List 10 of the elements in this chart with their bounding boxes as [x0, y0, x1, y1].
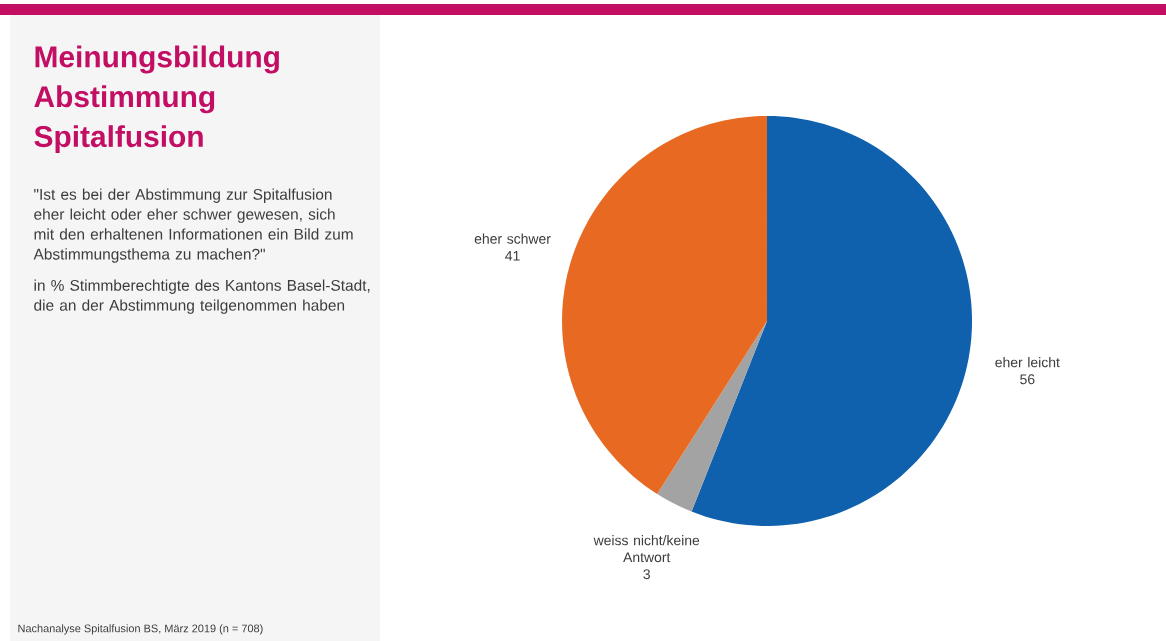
data-label: 3 [643, 569, 650, 580]
text: Nachanalyse Spitalfusion BS, März 2019 (n = 708) [18, 624, 263, 635]
slice-label: eher schwer [474, 233, 551, 244]
text: Meinungsbildung Abstimmung Spitalfusion [34, 45, 279, 154]
text: in % Stimmberechtigte des Kantons Basel-Stadt, die an der Abstimmung teilgenommen haben [34, 279, 370, 314]
text: "Ist es bei der Abstimmung zur Spitalfusion eher leicht oder eher schwer gewesen, sich mit den erhaltenen Informationen ein Bild zum Abstimmungsthema zu machen?" [33, 188, 353, 263]
slice-label: weiss nicht/keine Antwort [593, 535, 700, 563]
data-label: 41 [505, 250, 520, 261]
data-label: 56 [1020, 374, 1035, 385]
slice-label: eher leicht [995, 357, 1060, 368]
